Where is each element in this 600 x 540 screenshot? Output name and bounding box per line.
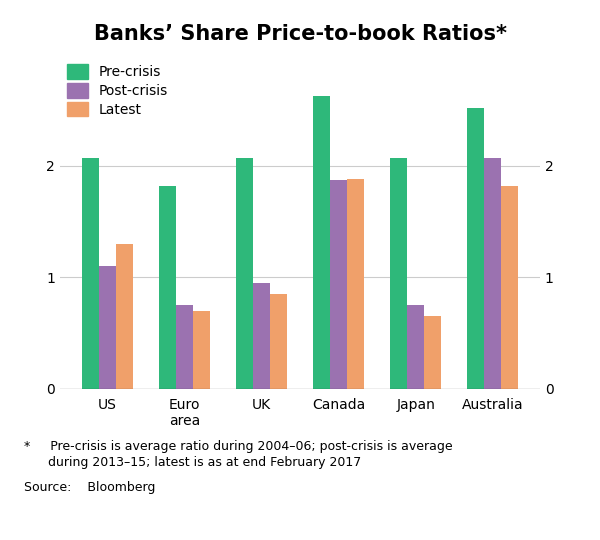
Bar	[407, 305, 424, 389]
Legend: Pre-crisis, Post-crisis, Latest: Pre-crisis, Post-crisis, Latest	[67, 64, 168, 117]
Bar	[424, 316, 441, 389]
Bar	[236, 158, 253, 389]
Bar	[313, 97, 330, 389]
Bar	[347, 179, 364, 389]
Bar	[82, 158, 99, 389]
Bar	[501, 186, 518, 389]
Bar	[193, 310, 210, 389]
Text: *     Pre-crisis is average ratio during 2004–06; post-crisis is average: * Pre-crisis is average ratio during 200…	[24, 440, 452, 453]
Bar	[99, 266, 116, 389]
Title: Banks’ Share Price-to-book Ratios*: Banks’ Share Price-to-book Ratios*	[94, 24, 506, 44]
Text: during 2013–15; latest is as at end February 2017: during 2013–15; latest is as at end Febr…	[24, 456, 361, 469]
Bar	[159, 186, 176, 389]
Bar	[176, 305, 193, 389]
Bar	[116, 244, 133, 389]
Bar	[253, 283, 270, 389]
Bar	[467, 107, 484, 389]
Bar	[330, 180, 347, 389]
Bar	[484, 158, 501, 389]
Bar	[270, 294, 287, 389]
Bar	[390, 158, 407, 389]
Text: Source:    Bloomberg: Source: Bloomberg	[24, 481, 155, 494]
